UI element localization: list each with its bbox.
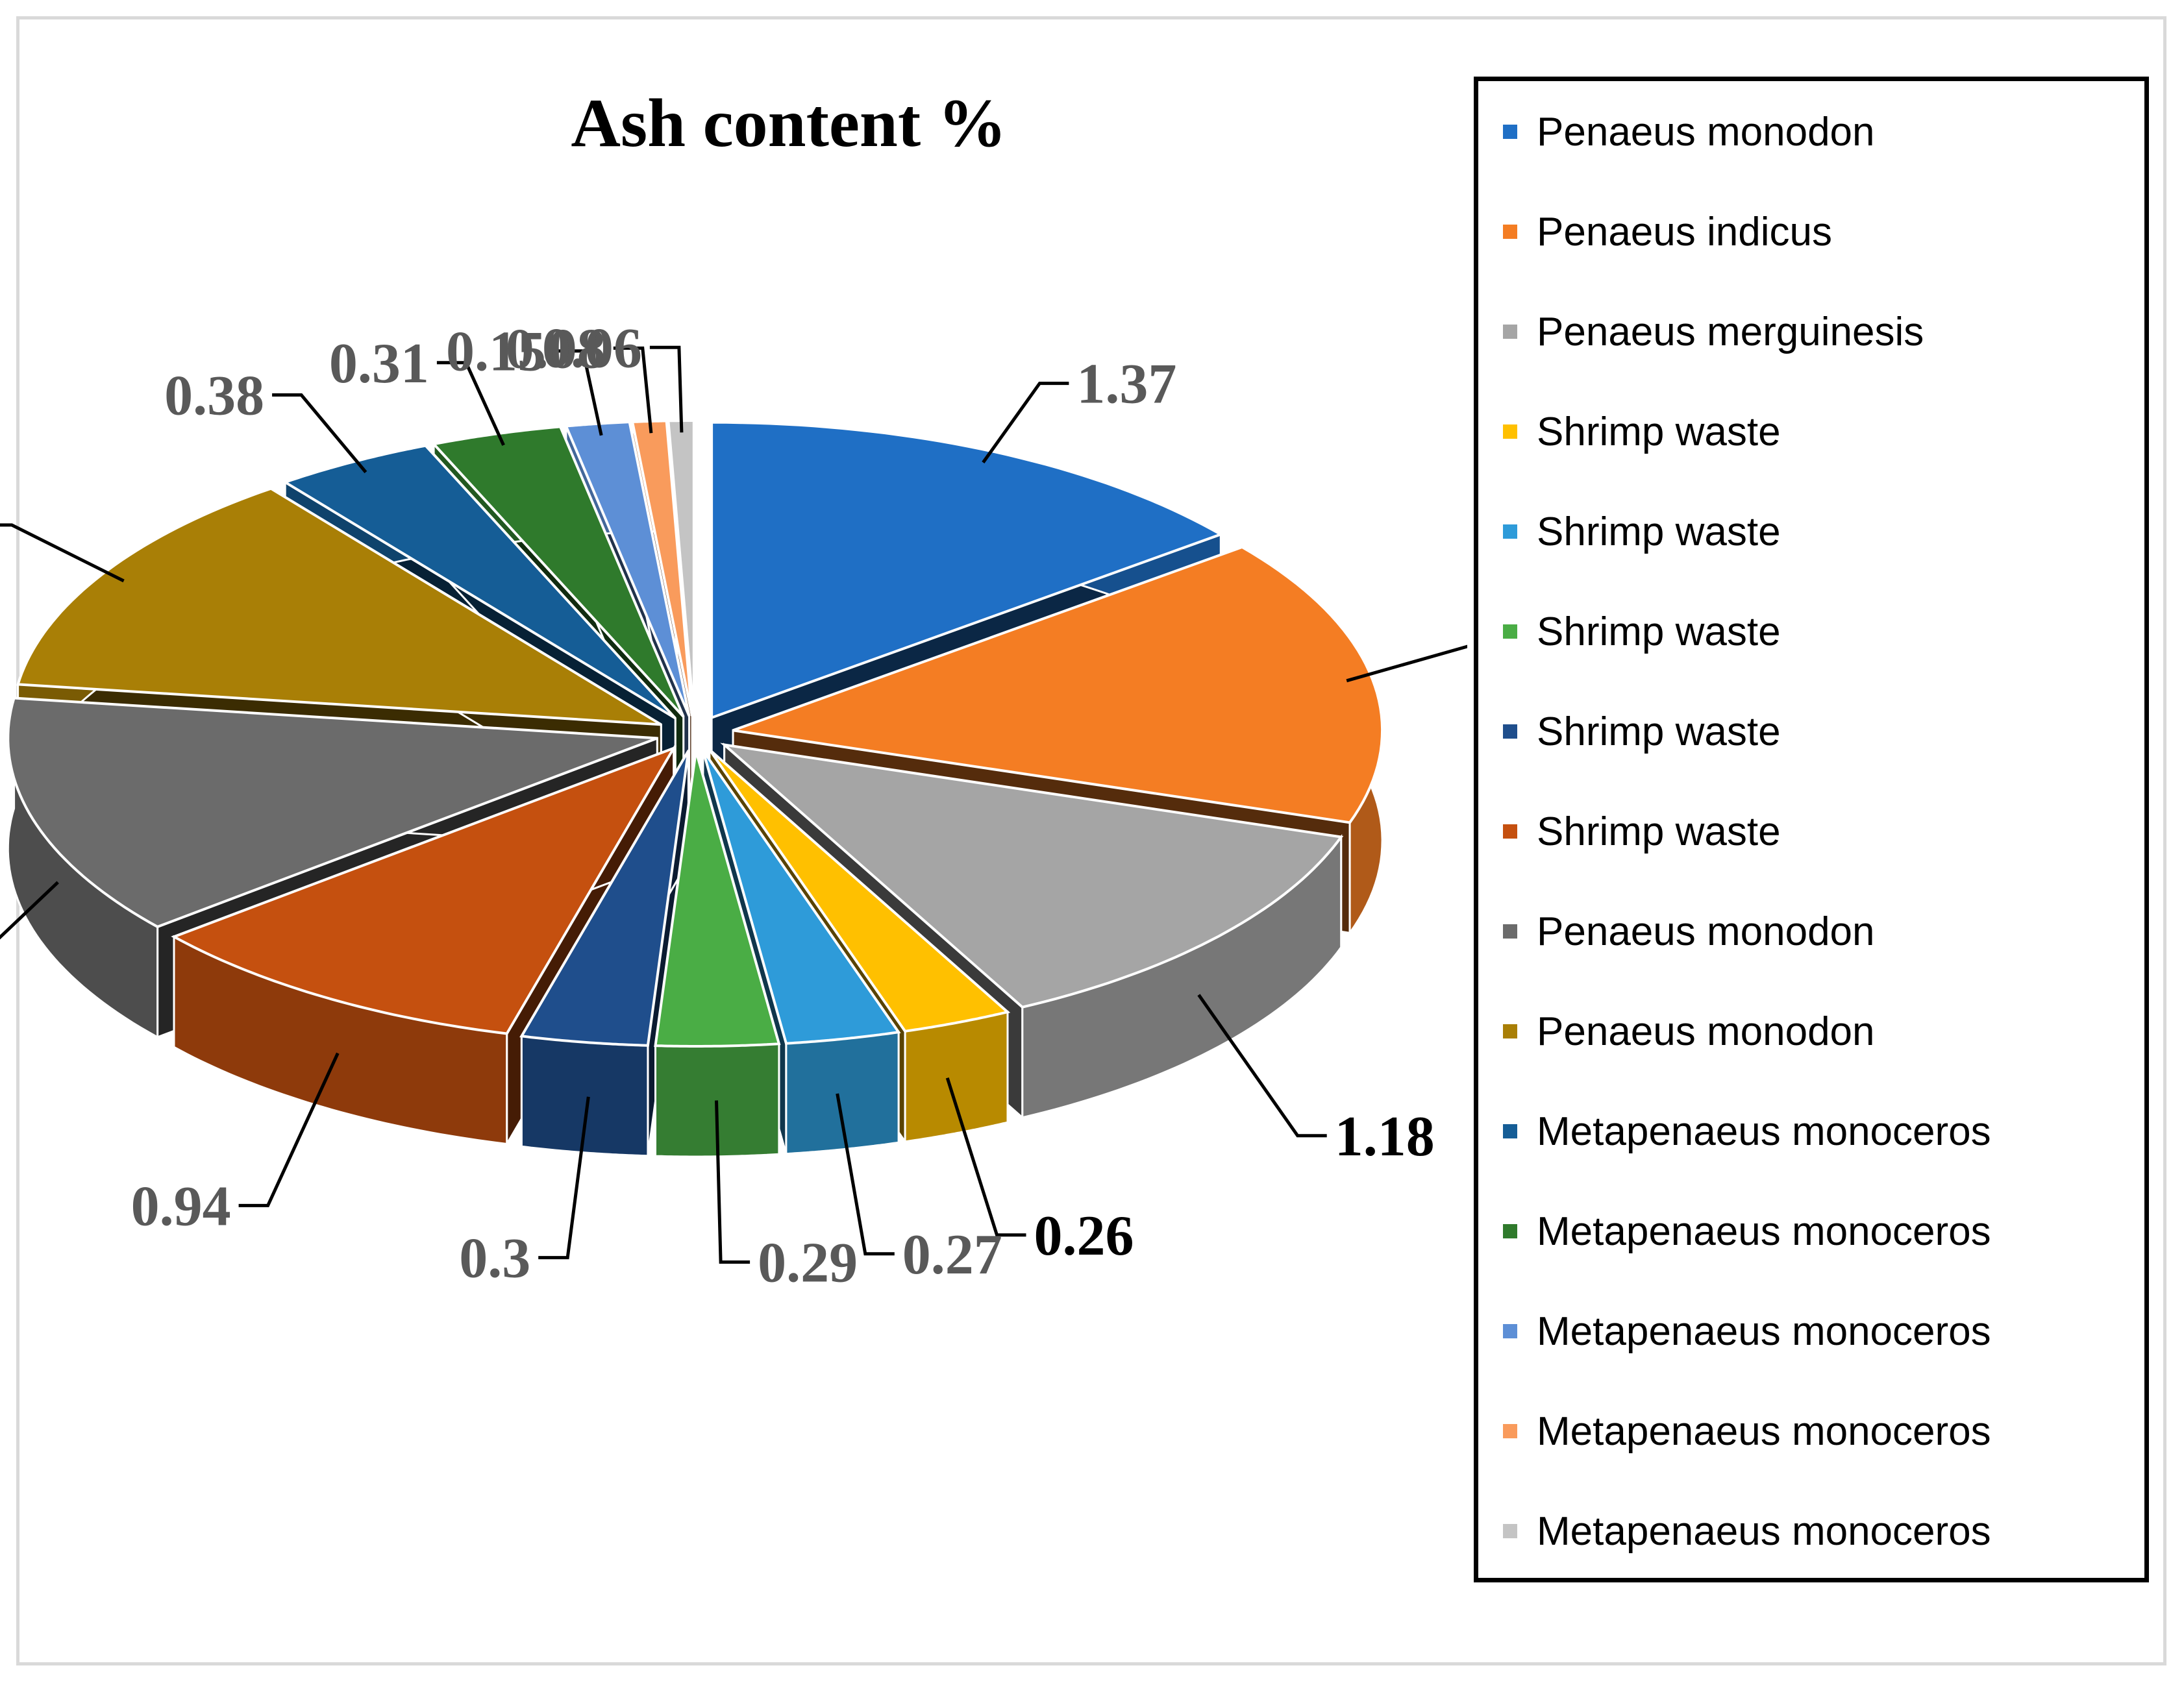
data-label: 0.31 bbox=[329, 332, 429, 395]
leader-line bbox=[945, 1077, 1026, 1237]
legend-item: Shrimp waste bbox=[1503, 406, 1781, 458]
slice-top bbox=[6, 696, 658, 929]
legend: Penaeus monodon Penaeus indicus Penaeus me… bbox=[1474, 77, 2149, 1582]
slice-outer-wall bbox=[520, 1035, 649, 1157]
data-label: 0.08 bbox=[506, 317, 606, 380]
leader-line bbox=[836, 1093, 895, 1256]
leader-line bbox=[436, 361, 505, 446]
chart-title: Ash content % bbox=[571, 85, 1006, 161]
legend-swatch bbox=[1503, 225, 1517, 239]
data-labels: 1.371.51.180.260.270.290.30.941.261.20.3… bbox=[131, 317, 1435, 1295]
slice-top bbox=[732, 545, 1384, 824]
leader-line bbox=[649, 345, 684, 433]
leader-line bbox=[538, 1096, 590, 1260]
data-label: 0.3 bbox=[459, 1227, 530, 1290]
legend-item: Penaeus monodon bbox=[1503, 106, 1875, 158]
legend-swatch bbox=[1503, 624, 1517, 639]
legend-label: Penaeus indicus bbox=[1537, 209, 1832, 254]
legend-swatch bbox=[1503, 824, 1517, 839]
legend-swatch bbox=[1503, 524, 1517, 539]
data-label: 0.38 bbox=[164, 365, 264, 428]
legend-item: Metapenaeus monoceros bbox=[1503, 1505, 1991, 1557]
legend-label: Penaeus monodon bbox=[1537, 1009, 1875, 1054]
legend-label: Metapenaeus monoceros bbox=[1537, 1109, 1991, 1154]
legend-item: Penaeus merguinesis bbox=[1503, 306, 1924, 358]
data-label: 1.18 bbox=[1335, 1105, 1435, 1168]
legend-label: Penaeus monodon bbox=[1537, 109, 1875, 154]
leader-line bbox=[1197, 994, 1327, 1138]
legend-label: Metapenaeus monoceros bbox=[1537, 1209, 1991, 1254]
legend-label: Shrimp waste bbox=[1537, 809, 1781, 854]
legend-item: Metapenaeus monoceros bbox=[1503, 1405, 1991, 1457]
leader-line bbox=[715, 1100, 751, 1264]
legend-swatch bbox=[1503, 924, 1517, 939]
legend-swatch bbox=[1503, 1324, 1517, 1338]
legend-item: Metapenaeus monoceros bbox=[1503, 1305, 1991, 1357]
legend-label: Shrimp waste bbox=[1537, 409, 1781, 454]
legend-swatch bbox=[1503, 325, 1517, 339]
legend-item: Shrimp waste bbox=[1503, 506, 1781, 558]
legend-swatch bbox=[1503, 125, 1517, 139]
legend-label: Metapenaeus monoceros bbox=[1537, 1508, 1991, 1554]
leader-line bbox=[238, 1052, 340, 1207]
legend-label: Penaeus monodon bbox=[1537, 909, 1875, 954]
legend-item: Shrimp waste bbox=[1503, 606, 1781, 657]
data-label: 1.37 bbox=[1076, 353, 1176, 416]
legend-item: Penaeus monodon bbox=[1503, 905, 1875, 957]
slice-top bbox=[519, 750, 690, 1047]
leader-line bbox=[0, 881, 59, 940]
data-label: 0.15 bbox=[446, 321, 546, 384]
leader-line bbox=[272, 393, 367, 474]
data-label: 0.94 bbox=[131, 1175, 231, 1238]
data-label: 0.27 bbox=[902, 1223, 1002, 1286]
legend-item: Shrimp waste bbox=[1503, 805, 1781, 857]
pie-slices bbox=[6, 419, 1384, 1158]
legend-swatch bbox=[1503, 424, 1517, 439]
legend-swatch bbox=[1503, 1524, 1517, 1538]
legend-label: Shrimp waste bbox=[1537, 709, 1781, 754]
leader-line bbox=[613, 346, 653, 434]
pie-chart: 1.371.51.180.260.270.290.30.941.261.20.3… bbox=[0, 85, 1467, 1295]
legend-label: Metapenaeus monoceros bbox=[1537, 1408, 1991, 1454]
legend-item: Metapenaeus monoceros bbox=[1503, 1105, 1991, 1157]
leader-line bbox=[1346, 645, 1467, 683]
slice-top bbox=[708, 748, 1011, 1033]
data-label: 0.26 bbox=[1034, 1205, 1134, 1268]
leader-line bbox=[554, 349, 603, 436]
legend-swatch bbox=[1503, 1424, 1517, 1438]
legend-item: Shrimp waste bbox=[1503, 706, 1781, 757]
slice-top bbox=[16, 487, 662, 726]
pie-slice-6 bbox=[654, 750, 781, 1158]
data-label: 0.29 bbox=[758, 1232, 858, 1295]
leader-line bbox=[982, 382, 1069, 463]
data-label: 0.06 bbox=[542, 317, 642, 380]
legend-item: Penaeus indicus bbox=[1503, 206, 1832, 258]
slice-outer-wall bbox=[904, 1011, 1009, 1143]
slice-top bbox=[171, 745, 677, 1035]
slice-top bbox=[431, 425, 685, 718]
slice-top bbox=[701, 750, 901, 1045]
legend-swatch bbox=[1503, 1024, 1517, 1038]
legend-swatch bbox=[1503, 1124, 1517, 1138]
legend-label: Metapenaeus monoceros bbox=[1537, 1308, 1991, 1354]
leader-line bbox=[0, 523, 125, 583]
slice-outer-wall bbox=[785, 1031, 900, 1155]
legend-label: Shrimp waste bbox=[1537, 509, 1781, 554]
slice-top bbox=[654, 750, 781, 1048]
legend-item: Metapenaeus monoceros bbox=[1503, 1205, 1991, 1257]
legend-swatch bbox=[1503, 1224, 1517, 1238]
leader-lines bbox=[0, 345, 1467, 1264]
legend-swatch bbox=[1503, 724, 1517, 739]
legend-item: Penaeus monodon bbox=[1503, 1005, 1875, 1057]
legend-label: Shrimp waste bbox=[1537, 609, 1781, 654]
legend-label: Penaeus merguinesis bbox=[1537, 309, 1924, 354]
slice-top bbox=[710, 421, 1224, 720]
slice-top bbox=[282, 444, 676, 720]
slice-top bbox=[720, 743, 1344, 1009]
